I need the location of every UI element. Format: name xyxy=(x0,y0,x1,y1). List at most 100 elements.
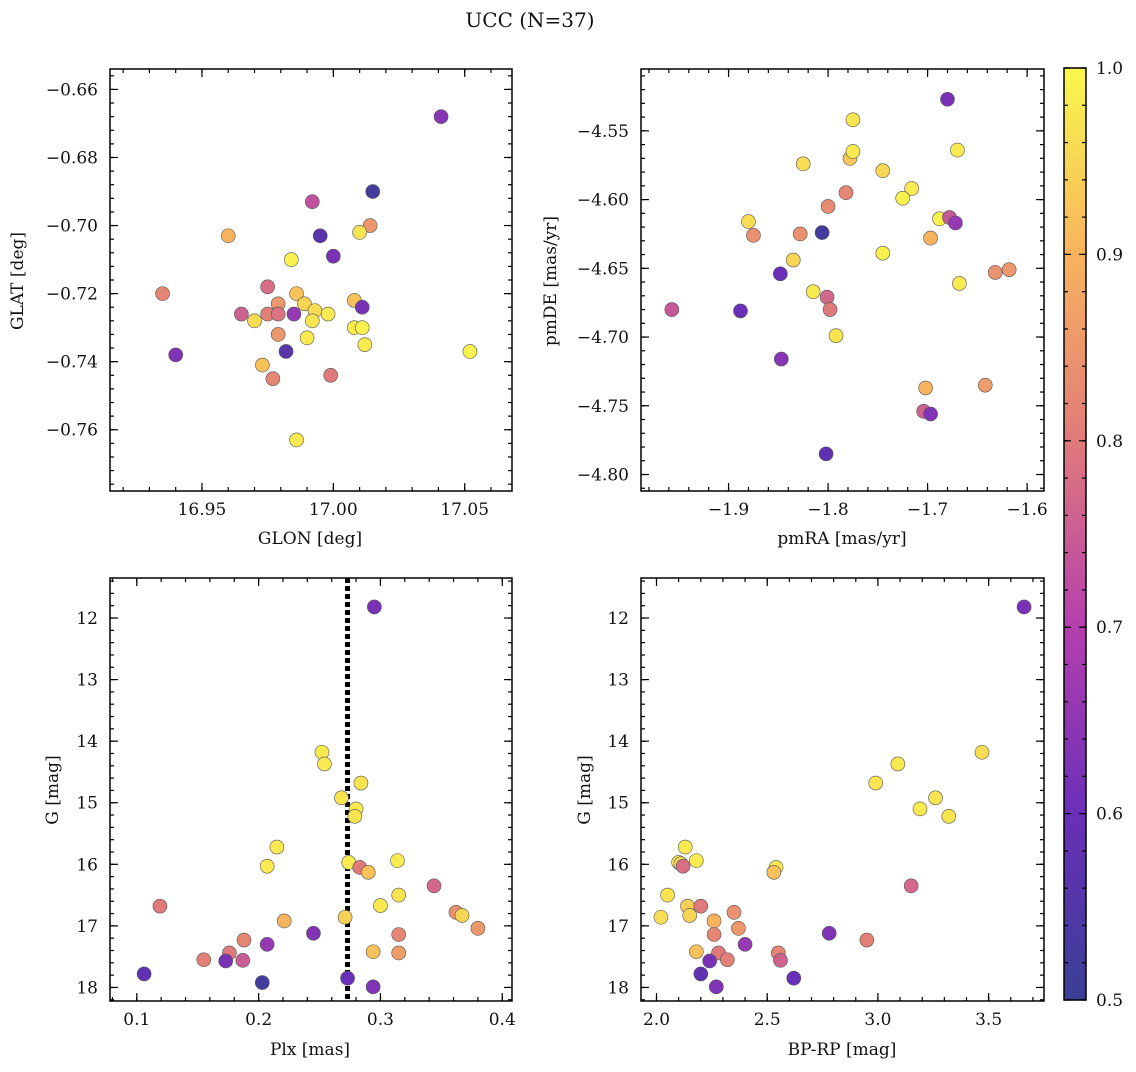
scatter-point xyxy=(391,927,407,942)
scatter-point xyxy=(660,887,675,903)
scatter-point xyxy=(470,921,486,936)
scatter-point xyxy=(952,276,967,291)
y-tick-label: −0.76 xyxy=(46,421,98,441)
y-tick-label: −0.72 xyxy=(46,285,98,305)
scatter-point xyxy=(259,937,275,952)
scatter-point xyxy=(136,966,152,982)
scatter-point xyxy=(289,286,304,301)
scatter-point xyxy=(795,156,811,172)
scatter-point xyxy=(875,163,891,179)
scatter-points xyxy=(664,91,1017,462)
scatter-point xyxy=(317,756,332,772)
scatter-point xyxy=(785,252,801,268)
x-tick-label: −1.7 xyxy=(907,500,948,520)
scatter-point xyxy=(270,327,286,342)
scatter-point xyxy=(786,970,802,986)
y-axis-label: G [mag] xyxy=(575,755,595,824)
x-tick-label: 2.5 xyxy=(754,1010,781,1030)
scatter-point xyxy=(168,347,183,363)
scatter-point xyxy=(353,775,369,791)
scatter-point xyxy=(360,865,376,880)
scatter-point xyxy=(689,853,704,868)
scatter-point xyxy=(675,858,691,874)
scatter-point xyxy=(247,313,262,329)
scatter-point xyxy=(278,344,294,359)
scatter-point xyxy=(773,953,788,968)
scatter-point xyxy=(390,853,405,868)
x-tick-label: 2.0 xyxy=(643,1010,670,1030)
y-tick-label: −4.65 xyxy=(577,259,629,279)
panel-plx-g: Plx [mas] G [mag] 0.1 0.2 0.3 0.4 12 13 14 15 16… xyxy=(43,577,516,1060)
scatter-point xyxy=(859,932,875,948)
scatter-point xyxy=(689,944,704,960)
scatter-point xyxy=(391,887,407,903)
scatter-point xyxy=(773,266,788,282)
scatter-point xyxy=(737,937,753,952)
scatter-point xyxy=(255,357,270,373)
scatter-point xyxy=(903,878,919,894)
y-tick-label: −0.66 xyxy=(46,80,98,100)
scatter-point xyxy=(708,979,724,995)
x-axis-label: BP-RP [mag] xyxy=(788,1040,897,1060)
y-tick-label: 17 xyxy=(607,917,629,937)
x-tick-label: −1.8 xyxy=(807,500,848,520)
scatter-point xyxy=(677,839,693,855)
colorbar-gradient xyxy=(1063,67,1087,1001)
scatter-point xyxy=(928,790,943,806)
scatter-point xyxy=(196,952,212,968)
x-tick-label: −1.6 xyxy=(1006,500,1047,520)
scatter-point xyxy=(312,228,328,244)
x-tick-label: 0.2 xyxy=(245,1010,272,1030)
scatter-point xyxy=(726,905,742,920)
scatter-point xyxy=(305,313,320,329)
scatter-point xyxy=(923,406,938,422)
scatter-point xyxy=(822,302,838,317)
scatter-point xyxy=(746,228,761,243)
panel-glon-glat: GLON [deg] GLAT [deg] 16.95 17.00 17.05 −0.… xyxy=(8,68,513,549)
x-tick-label: 17.05 xyxy=(440,500,489,520)
x-tick-label: −1.9 xyxy=(708,500,749,520)
scatter-point xyxy=(828,328,844,343)
scatter-point xyxy=(270,306,286,322)
y-tick-label: 18 xyxy=(607,978,629,998)
scatter-point xyxy=(320,306,336,322)
scatter-point xyxy=(373,898,388,913)
scatter-point xyxy=(741,214,756,229)
y-tick-label: 13 xyxy=(76,671,98,691)
scatter-points xyxy=(136,599,486,995)
y-tick-label: −0.68 xyxy=(46,148,98,168)
scatter-point xyxy=(367,599,382,615)
scatter-point xyxy=(819,289,835,305)
scatter-point xyxy=(923,230,938,246)
colorbar-tick-label: 0.9 xyxy=(1096,245,1123,265)
colorbar: 0.5 0.6 0.7 0.8 0.9 1.0 xyxy=(1063,59,1123,1011)
scatter-point xyxy=(653,909,669,925)
y-tick-label: 15 xyxy=(76,794,98,814)
y-tick-label: −4.60 xyxy=(577,191,629,211)
y-tick-label: 12 xyxy=(607,609,629,629)
panel-bprp-g: BP-RP [mag] G [mag] 2.0 2.5 3.0 3.5 12 13 14 15… xyxy=(575,577,1045,1060)
x-tick-label: 0.1 xyxy=(123,1010,150,1030)
scatter-point xyxy=(918,380,933,396)
y-axis-label: G [mag] xyxy=(43,755,63,824)
scatter-point xyxy=(974,744,990,760)
scatter-point xyxy=(259,858,275,874)
y-tick-label: 18 xyxy=(76,978,98,998)
scatter-point xyxy=(326,248,341,264)
axes-frame xyxy=(109,577,513,1002)
y-axis-label: GLAT [deg] xyxy=(8,232,28,330)
scatter-points xyxy=(653,599,1032,995)
scatter-point xyxy=(340,970,355,986)
y-tick-label: −4.80 xyxy=(577,466,629,486)
scatter-point xyxy=(265,371,281,386)
axes-frame xyxy=(640,68,1045,492)
scatter-point xyxy=(693,898,709,914)
scatter-point xyxy=(706,913,722,929)
figure-title: UCC (N=37) xyxy=(465,8,594,32)
scatter-point xyxy=(305,194,320,210)
scatter-point xyxy=(454,908,470,923)
y-tick-label: 13 xyxy=(607,671,629,691)
y-tick-label: −0.70 xyxy=(46,217,98,237)
scatter-point xyxy=(702,953,717,969)
scatter-point xyxy=(220,228,236,244)
